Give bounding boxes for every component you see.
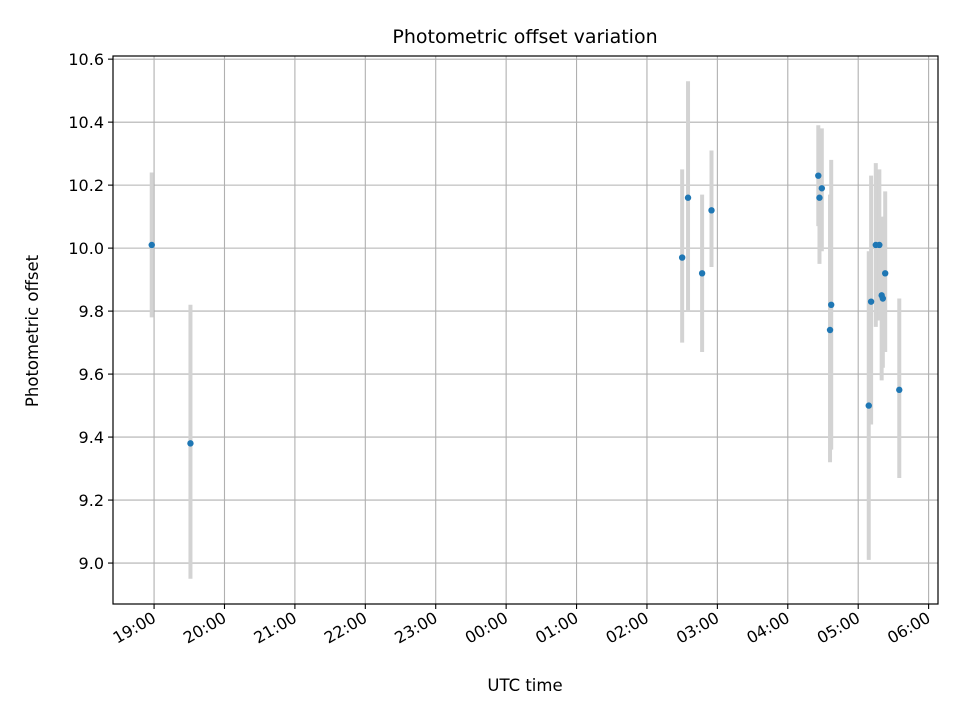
x-axis-label: UTC time (487, 676, 562, 695)
data-point (708, 207, 715, 214)
data-point (187, 440, 194, 447)
y-axis: 9.0 9.2 9.4 9.6 9.8 10.0 10.2 10.4 10.6 (68, 50, 113, 573)
data-point (148, 241, 155, 249)
data-point (828, 301, 835, 309)
data-points (148, 172, 903, 447)
data-point (881, 270, 889, 277)
data-point (818, 185, 826, 192)
data-point (865, 402, 872, 409)
data-point (826, 326, 834, 334)
data-point (684, 194, 692, 201)
y-tick-label: 10.2 (68, 176, 104, 195)
y-tick-label: 10.6 (68, 50, 104, 69)
y-tick-label: 9.0 (79, 554, 104, 573)
data-point (815, 172, 822, 179)
y-tick-label: 9.4 (79, 428, 104, 447)
y-tick-label: 9.2 (79, 491, 104, 510)
plot-frame (112, 55, 939, 605)
data-point (816, 194, 823, 201)
data-point (876, 241, 883, 249)
data-point (698, 270, 706, 277)
data-point (896, 386, 903, 394)
chart-title: Photometric offset variation (392, 26, 657, 48)
y-tick-label: 9.8 (79, 302, 104, 321)
data-point (678, 254, 686, 261)
data-point (867, 298, 875, 305)
y-tick-label: 10.0 (68, 239, 104, 258)
data-point (879, 295, 887, 302)
y-axis-label: Photometric offset (23, 254, 42, 407)
grid (113, 56, 938, 604)
y-tick-label: 10.4 (68, 113, 104, 132)
y-tick-label: 9.6 (79, 365, 104, 384)
